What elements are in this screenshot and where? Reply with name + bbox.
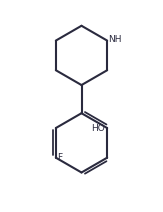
Text: NH: NH	[108, 35, 122, 44]
Text: F: F	[57, 153, 63, 162]
Text: HO: HO	[91, 124, 105, 132]
